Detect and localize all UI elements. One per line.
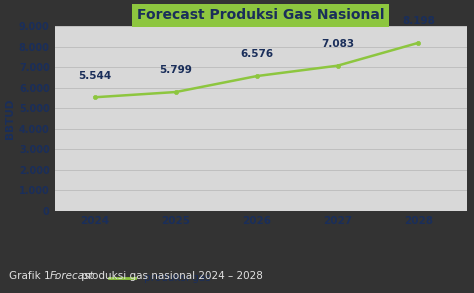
Title: Forecast Produksi Gas Nasional: Forecast Produksi Gas Nasional <box>137 8 384 23</box>
Text: 5.544: 5.544 <box>78 71 111 81</box>
Text: 5.799: 5.799 <box>159 65 192 75</box>
Text: 7.083: 7.083 <box>321 39 354 49</box>
Y-axis label: BBTUD: BBTUD <box>5 98 15 139</box>
Text: 8.198: 8.198 <box>402 16 435 26</box>
Text: 6.576: 6.576 <box>240 50 273 59</box>
Text: Grafik 1 :: Grafik 1 : <box>9 271 61 281</box>
Legend: produksi gas: produksi gas <box>109 273 210 283</box>
Text: produksi gas nasional 2024 – 2028: produksi gas nasional 2024 – 2028 <box>78 271 263 281</box>
Text: Forecast: Forecast <box>50 271 94 281</box>
